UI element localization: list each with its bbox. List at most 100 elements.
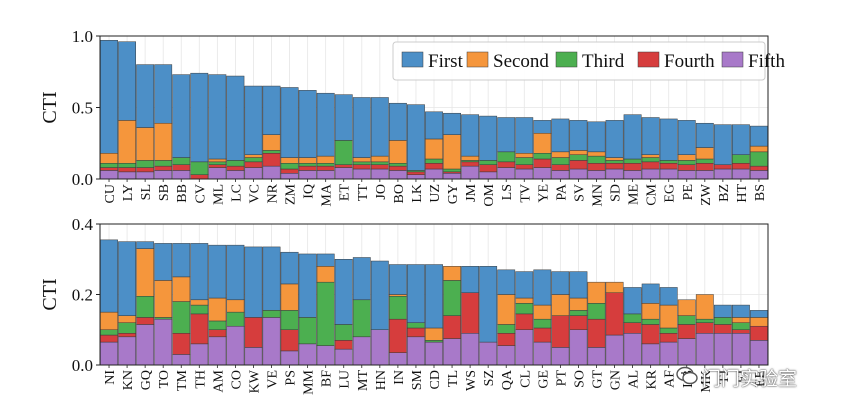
x-tick-label: ET [338,184,353,202]
bar-segment-third-TM [172,301,191,334]
bar-segment-third-NI [100,329,118,336]
x-tick-label: MM [302,369,317,394]
x-tick-label: HN [374,370,389,390]
bar-segment-fourth-TT [352,164,371,170]
bar-segment-fifth-CL [515,329,534,366]
bar-segment-fourth-SD [605,163,624,170]
bar-segment-fifth-TL [443,338,461,366]
bar-segment-first-PE [677,120,696,155]
bar-segment-first-MA [316,92,335,157]
bar-segment-second-YE [533,132,552,154]
bar-segment-first-GY [443,112,461,135]
bar-segment-fourth-TL [443,315,461,339]
bar-segment-fifth-VC [244,167,263,180]
bar-segment-fifth-QA [497,345,516,366]
bar-segment-second-GQ [136,248,155,297]
bar-segment-second-PT [551,294,570,316]
x-tick-label: LS [500,184,515,200]
x-tick-label: AL [627,370,642,389]
bar-segment-fourth-KR [641,324,660,345]
bar-segment-second-SV [569,150,588,155]
x-tick-label: LK [410,184,425,203]
x-tick-label: SM [410,369,425,390]
bar-segment-first-BF [316,253,335,267]
bar-segment-third-IN [388,296,407,320]
x-tick-label: ZM [284,183,299,205]
x-tick-label: PT [554,370,569,387]
bar-segment-fourth-KW [244,317,263,348]
bar-segment-first-AL [623,287,642,315]
bar-segment-second-EE [750,317,768,327]
bar-segment-fourth-CU [100,167,118,171]
x-tick-label: BB [175,184,190,203]
bar-segment-fourth-MN [587,163,606,171]
bar-segment-fourth-PS [280,329,299,352]
bar-segment-third-UZ [425,158,443,164]
bar-segment-second-PE [677,154,696,161]
bar-segment-second-LY [118,120,136,164]
bar-segment-fifth-EG [659,168,678,180]
x-tick-label: KR [645,369,660,389]
bar-segment-second-CD [425,327,443,341]
bar-segment-first-SB [154,64,173,124]
bar-segment-second-MN [587,151,606,157]
y-axis-label: CTI [39,91,61,123]
bar-segment-first-NI [100,239,118,313]
x-tick-label: EG [663,184,678,203]
bar-segment-second-ML [208,158,227,163]
x-tick-label: HT [735,184,750,203]
bar-segment-first-JM [461,114,480,157]
bar-segment-fourth-KN [118,333,136,338]
x-tick-label: VE [266,370,281,389]
x-tick-label: TM [175,369,190,391]
bar-segment-fourth-OM [479,164,498,173]
bar-segment-third-VE [262,310,281,318]
bar-segment-fifth-BB [172,170,191,180]
bar-segment-fifth-BS [750,170,768,180]
bar-segment-fifth-SO [569,329,588,366]
bar-segment-fourth-YE [533,158,552,168]
bar-segment-first-GE [533,269,552,306]
x-tick-label: TJ [717,369,732,384]
bar-segment-third-IQ [298,163,317,167]
bar-segment-first-VC [244,85,263,155]
bar-segment-second-TH [190,299,209,306]
bar-segment-fourth-CM [641,161,660,170]
legend-label-third: Third [582,51,625,72]
bar-segment-first-BS [750,125,768,147]
bar-segment-second-SD [605,157,624,161]
bar-segment-third-LC [226,160,245,167]
x-tick-label: LY [121,184,136,201]
bar-segment-first-NR [262,85,281,135]
bar-segment-fifth-PS [280,350,299,366]
bar-segment-fifth-TT [352,168,371,180]
bar-segment-first-TJ [713,304,732,318]
x-tick-label: KW [247,369,262,393]
bar-segment-fifth-LK [407,174,425,180]
bar-segment-second-KN [118,315,136,323]
bar-segment-fourth-GT [587,318,606,348]
bar-segment-second-VC [244,154,263,158]
bar-segment-third-MK [695,318,714,323]
x-tick-label: BZ [717,184,732,202]
wechat-like-icon [676,366,698,385]
x-tick-label: ML [211,184,226,205]
bar-segment-second-ZM [280,157,299,164]
bar-segment-fifth-TM [172,354,191,366]
bar-segment-first-UZ [425,111,443,140]
bar-segment-fifth-SD [605,168,624,180]
x-tick-label: CU [103,184,118,203]
bar-segment-third-SL [136,160,155,168]
bar-segment-fourth-MA [316,165,335,171]
x-tick-label: PS [284,370,299,386]
bar-segment-fourth-VC [244,161,263,168]
legend-swatch-first [401,51,424,68]
bar-segment-first-HT [732,124,750,155]
bar-segment-fifth-KR [641,343,660,366]
bar-segment-first-SO [569,271,588,299]
bar-segment-fifth-JO [370,168,389,180]
watermark: 门门实验室 [676,360,846,392]
bar-segment-fourth-TJ [713,324,732,334]
y-tick-label: 0.2 [72,286,93,305]
bar-segment-first-LY [118,41,136,121]
